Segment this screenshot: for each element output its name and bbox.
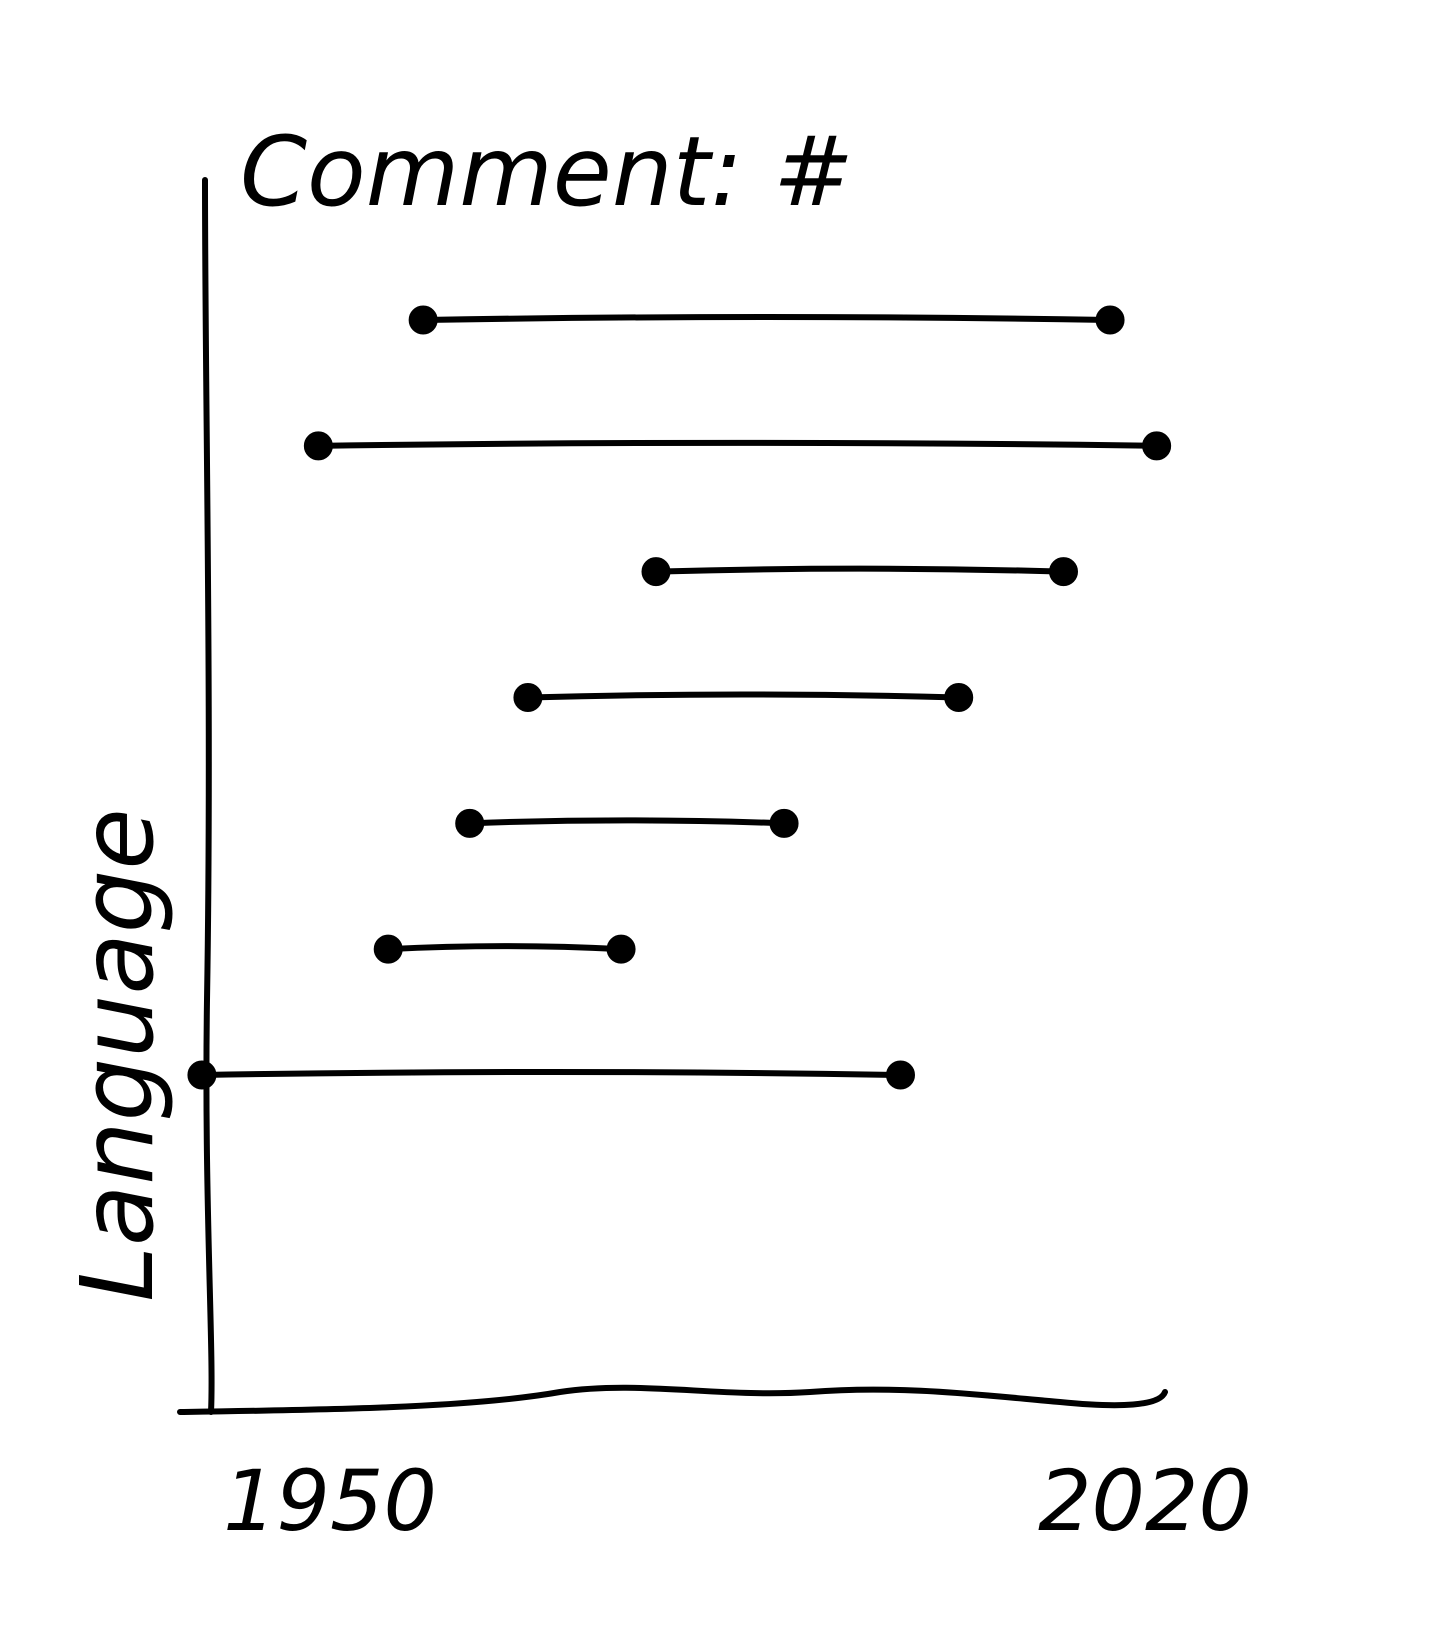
span-end-point-1 <box>1095 305 1125 335</box>
span-start-point-2 <box>303 431 333 461</box>
span-end-point-3 <box>1049 557 1078 587</box>
x-tick-label-start: 1950 <box>223 1452 437 1550</box>
span-line-6 <box>385 943 625 953</box>
span-start-point-1 <box>408 305 438 335</box>
y-axis-label: Language <box>59 808 176 1302</box>
span-end-point-4 <box>944 683 974 712</box>
dumbbell-group <box>187 305 1172 1090</box>
x-axis-line <box>177 1384 1168 1415</box>
span-end-point-6 <box>606 934 636 964</box>
span-start-point-7 <box>187 1060 217 1090</box>
y-axis-line <box>202 177 215 1415</box>
span-line-5 <box>466 817 788 827</box>
span-line-2 <box>315 439 1160 449</box>
x-tick-label-end: 2020 <box>1038 1452 1252 1550</box>
span-line-1 <box>420 314 1114 323</box>
span-start-point-6 <box>373 934 403 964</box>
span-line-3 <box>653 565 1067 575</box>
span-start-point-3 <box>641 557 671 587</box>
span-end-point-2 <box>1142 431 1172 461</box>
span-line-4 <box>524 691 962 701</box>
span-end-point-5 <box>769 808 799 838</box>
span-start-point-5 <box>455 808 485 838</box>
span-end-point-7 <box>886 1060 915 1090</box>
span-start-point-4 <box>513 683 543 712</box>
span-line-7 <box>198 1069 904 1078</box>
chart-title: Comment: # <box>240 116 854 228</box>
